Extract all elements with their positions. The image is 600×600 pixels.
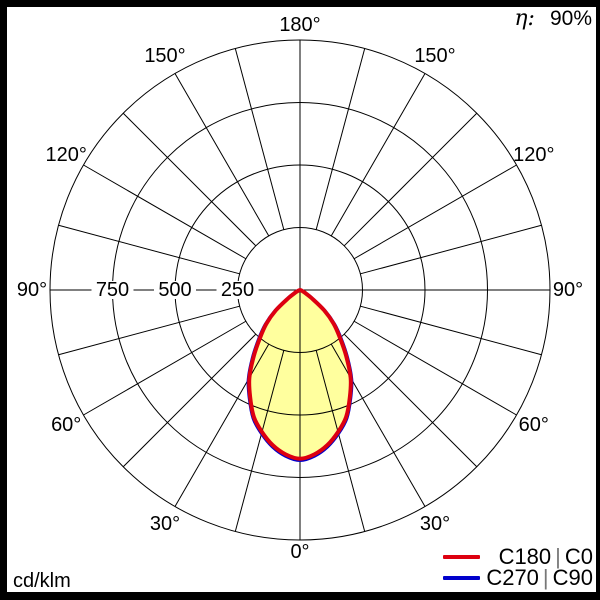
legend-text-right: C90 bbox=[552, 564, 593, 590]
angle-labels: 0° 30° 30° 60° 60° 90° 90° 120° 120° 150° 150° 180° bbox=[17, 14, 583, 563]
grid-spoke bbox=[174, 73, 270, 237]
intensity-curves bbox=[246, 288, 354, 462]
legend-text-right: C0 bbox=[564, 543, 593, 569]
grid-spoke bbox=[330, 343, 426, 507]
angle-label-30: 30° bbox=[420, 513, 450, 535]
polar-grid bbox=[49, 39, 551, 541]
angle-label-0: 0° bbox=[290, 541, 309, 563]
radial-label-mask bbox=[216, 281, 259, 299]
angle-label-60: 60° bbox=[519, 414, 549, 436]
grid-spoke bbox=[58, 305, 240, 356]
angle-label-60-left: 60° bbox=[51, 414, 81, 436]
angle-label-150: 150° bbox=[414, 45, 455, 67]
grid-spoke bbox=[234, 350, 285, 532]
grid-spoke bbox=[360, 305, 542, 356]
grid-spoke bbox=[315, 48, 366, 230]
angle-label-120-left: 120° bbox=[46, 144, 87, 166]
legend-text-left: C270 bbox=[486, 564, 539, 590]
grid-spoke bbox=[83, 164, 247, 260]
legend-item-c270-c90: C270 | C90 bbox=[443, 565, 593, 591]
intensity-curve-c180-c0 bbox=[247, 288, 353, 461]
eta-symbol: η: bbox=[514, 6, 535, 31]
legend-text-left: C180 bbox=[498, 543, 552, 569]
grid-spoke bbox=[330, 73, 426, 237]
efficiency-label: η: 90% bbox=[514, 6, 592, 31]
grid-spoke bbox=[315, 350, 366, 532]
angle-label-30-left: 30° bbox=[150, 513, 180, 535]
grid-spoke bbox=[58, 224, 240, 275]
legend-swatch-c270-c90 bbox=[443, 575, 480, 580]
grid-spoke bbox=[353, 164, 517, 260]
radial-tick-label: 500 bbox=[158, 279, 191, 301]
radial-label-mask bbox=[154, 281, 196, 299]
legend-swatch-c180-c0 bbox=[443, 554, 480, 559]
eta-value: 90% bbox=[549, 7, 592, 30]
angle-label-150-left: 150° bbox=[144, 45, 185, 67]
legend: C180 | C0 C270 | C90 bbox=[443, 544, 593, 591]
radial-tick-labels: 250 500 750 bbox=[91, 279, 259, 301]
grid-spoke bbox=[122, 333, 257, 468]
angle-label-120: 120° bbox=[513, 144, 554, 166]
legend-item-c180-c0: C180 | C0 bbox=[443, 544, 593, 570]
angle-label-90-left: 90° bbox=[17, 279, 47, 301]
legend-label-c180-c0: C180 | C0 bbox=[499, 544, 593, 570]
legend-separator: | bbox=[542, 564, 549, 590]
angle-label-180: 180° bbox=[279, 14, 320, 36]
grid-spoke bbox=[343, 333, 478, 468]
legend-separator: | bbox=[555, 543, 561, 569]
grid-spoke bbox=[360, 224, 542, 275]
radial-tick-label: 250 bbox=[221, 279, 254, 301]
grid-spoke bbox=[122, 112, 257, 247]
grid-spoke bbox=[234, 48, 285, 230]
radial-label-mask bbox=[91, 281, 134, 299]
radial-tick-label: 750 bbox=[96, 279, 129, 301]
grid-spoke bbox=[83, 320, 247, 416]
legend-label-c270-c90: C270 | C90 bbox=[486, 565, 593, 591]
grid-spoke bbox=[343, 112, 478, 247]
grid-spoke bbox=[174, 343, 270, 507]
unit-label: cd/klm bbox=[13, 570, 71, 592]
angle-label-90: 90° bbox=[553, 279, 583, 301]
grid-spoke bbox=[353, 320, 517, 416]
